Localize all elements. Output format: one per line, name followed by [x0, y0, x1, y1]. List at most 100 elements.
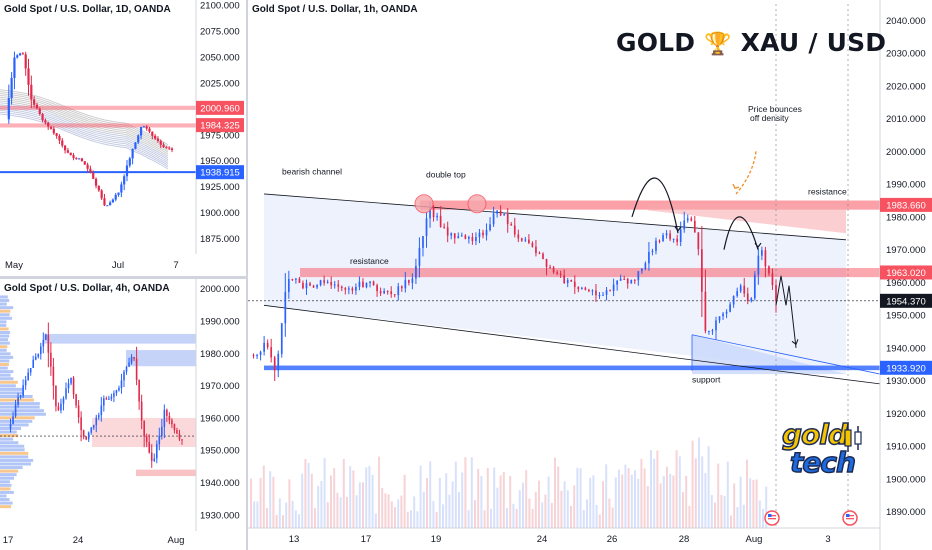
h4-volume-profile-bar [0, 323, 7, 327]
main-candle-body [460, 235, 463, 237]
volume-bar [310, 473, 313, 528]
volume-bar [560, 490, 563, 528]
h4-candle-body [42, 339, 45, 347]
volume-bar [765, 486, 768, 528]
h4-candle-body [87, 432, 90, 440]
h4-chart-svg[interactable]: 2000.000 1990.000 1980.000 1970.000 1960.000… [0, 279, 246, 550]
h4-candle-body [82, 430, 85, 437]
daily-candle-body [148, 128, 151, 132]
daily-candle-body [35, 104, 39, 109]
volume-bar [522, 482, 524, 528]
daily-candle-body [123, 176, 126, 185]
main-chart-svg[interactable]: bearish channel double top resistance resis… [248, 0, 932, 550]
volume-bar [624, 464, 627, 528]
us-flag-canton [768, 514, 772, 517]
main-chart-panel[interactable]: Gold Spot / U.S. Dollar, 1h, OANDA beari… [248, 0, 932, 550]
volume-bar [445, 473, 448, 528]
main-candle-body [584, 287, 587, 290]
h4-volume-profile-bar [0, 448, 25, 452]
volume-bar [739, 476, 742, 528]
main-candle-body [347, 288, 350, 290]
h4-candle-body [52, 366, 55, 386]
h4-candle-body [27, 372, 29, 381]
h4-x-tick: Aug [168, 535, 185, 546]
main-y-tick: 1990.000 [886, 180, 926, 191]
main-candle-body [658, 240, 661, 242]
volume-bar [682, 492, 684, 528]
volume-bar [323, 457, 326, 528]
daily-candle-body [38, 108, 41, 114]
h4-volume-profile-bar [0, 295, 8, 299]
daily-candle-body [41, 113, 44, 121]
h4-y-tick: 1940.000 [200, 478, 240, 489]
main-candle-body [425, 218, 428, 237]
volume-bar [634, 470, 636, 528]
volume-bar [637, 478, 640, 528]
h4-volume-profile-bar [0, 338, 9, 342]
trophy-icon: 🏆 [704, 32, 732, 57]
main-candle-body [637, 271, 640, 281]
volume-bar [653, 458, 656, 528]
main-candle-body [499, 210, 502, 216]
volume-bar [502, 472, 505, 528]
main-candle-body [609, 290, 611, 292]
daily-candle-body [83, 161, 86, 165]
main-candle-body [362, 281, 364, 288]
h4-volume-profile-bar [0, 370, 14, 374]
h4-candle-body [171, 420, 173, 425]
main-candle-body [316, 285, 318, 288]
volume-bar [720, 494, 723, 528]
volume-bar [314, 508, 316, 528]
h4-candle-body [97, 415, 100, 418]
us-flag-stripe [846, 518, 854, 520]
daily-candle-body [58, 135, 61, 141]
daily-chart-panel[interactable]: Gold Spot / U.S. Dollar, 1D, OANDA 2100.… [0, 0, 246, 276]
daily-candle-body [114, 194, 117, 200]
volume-bar [467, 510, 470, 528]
daily-candle-body [55, 133, 58, 136]
daily-candle-body [109, 202, 112, 206]
volume-bar [608, 498, 611, 528]
h4-chart-panel[interactable]: Gold Spot / U.S. Dollar, 4h, OANDA 2000.… [0, 279, 246, 550]
daily-candle-body [134, 142, 137, 149]
main-candle-body [365, 283, 368, 288]
h4-x-tick: 24 [73, 535, 84, 546]
panel-divider-horizontal[interactable] [0, 276, 246, 279]
daily-y-tick: 1875.000 [200, 234, 240, 245]
daily-chart-svg[interactable]: 2100.0002075.0002050.0002025.0002000.000… [0, 0, 246, 276]
main-candle-body [722, 313, 724, 317]
main-candle-body [552, 267, 555, 273]
volume-bar [618, 469, 620, 528]
main-candle-body [309, 283, 311, 286]
main-y-tick: 2020.000 [886, 81, 926, 92]
main-x-tick: 28 [679, 534, 690, 545]
main-y-tick: 2030.000 [886, 49, 926, 60]
volume-bar [755, 479, 758, 528]
daily-tag-1984: 1984.325 [200, 121, 240, 132]
daily-candle-body [137, 135, 140, 143]
support-wedge-line [691, 334, 881, 375]
volume-bar [374, 513, 377, 528]
main-candle-body [595, 290, 597, 296]
h4-volume-profile-bar [0, 366, 8, 370]
main-candle-body [312, 285, 315, 288]
h4-y-tick: 1990.000 [200, 317, 240, 328]
h4-candle-body [148, 442, 151, 453]
h4-volume-profile-bar [0, 402, 40, 406]
daily-x-tick: May [5, 260, 23, 271]
volume-bar [301, 473, 304, 528]
main-candle-body [408, 280, 410, 283]
h4-candle-body [75, 394, 77, 406]
main-candle-body [411, 278, 414, 283]
main-candle-body [528, 239, 530, 243]
volume-bar [397, 499, 400, 528]
projection-arrowhead [791, 339, 799, 346]
volume-bar [586, 499, 588, 528]
main-candle-body [588, 289, 590, 292]
main-candle-body [739, 285, 742, 292]
h4-volume-profile-bar [0, 487, 11, 491]
panel-divider-vertical[interactable] [246, 0, 248, 550]
volume-bar [349, 466, 352, 528]
volume-bar [515, 508, 518, 528]
main-candle-body [386, 290, 389, 292]
